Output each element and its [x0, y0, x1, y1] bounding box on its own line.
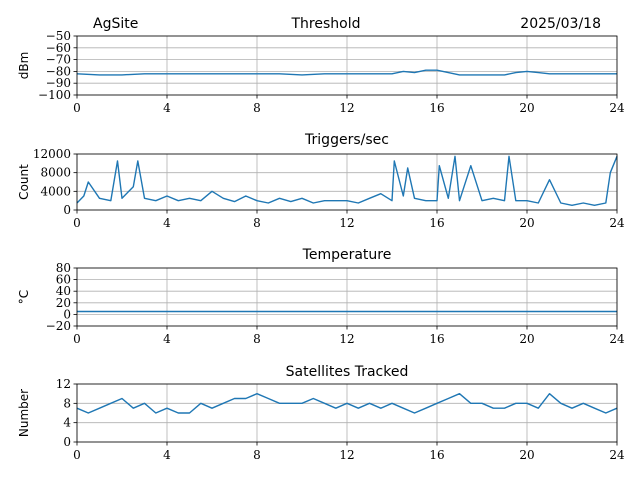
x-tick-label: 8 [253, 448, 261, 462]
y-tick-label: 12 [56, 377, 71, 391]
y-tick-label: 4 [63, 416, 71, 430]
x-tick-label: 12 [339, 101, 354, 115]
site-label: AgSite [93, 16, 138, 32]
y-axis-label: Number [17, 389, 31, 437]
x-tick-label: 0 [73, 448, 81, 462]
y-tick-label: −90 [46, 76, 71, 90]
x-tick-label: 4 [163, 332, 171, 346]
x-tick-label: 24 [609, 216, 625, 230]
y-tick-label: 40 [56, 284, 71, 298]
x-tick-label: 16 [429, 101, 444, 115]
chart-panel-2: 0 4 8 12 16 20 24 0 4000 8000 12000 Triggers/sec Cou… [17, 132, 625, 230]
panel-title: Satellites Tracked [286, 364, 409, 380]
y-tick-label: 0 [63, 203, 71, 217]
chart-panel-4: 0 4 8 12 16 20 24 0 4 8 12 Satellites Tracked Number [17, 364, 625, 462]
y-tick-label: −60 [46, 41, 71, 55]
panel-title: Temperature [302, 247, 392, 263]
panel-title: Triggers/sec [304, 132, 389, 148]
x-tick-label: 0 [73, 101, 81, 115]
y-tick-label: 80 [56, 261, 71, 275]
series-line-2-1 [76, 155, 618, 207]
x-tick-label: 8 [253, 332, 261, 346]
x-tick-label: 16 [429, 216, 444, 230]
y-tick-label: −20 [46, 319, 71, 333]
series-line-1-1 [76, 69, 617, 76]
y-tick-label: 0 [63, 435, 71, 449]
x-tick-label: 20 [519, 332, 534, 346]
y-tick-label: −80 [46, 64, 71, 78]
x-tick-label: 4 [163, 448, 171, 462]
y-axis-label: Count [17, 164, 31, 200]
x-tick-label: 8 [253, 216, 261, 230]
y-axis-label: °C [17, 290, 31, 304]
x-tick-label: 24 [609, 332, 625, 346]
series-line-4-1 [76, 393, 618, 414]
x-tick-label: 16 [429, 448, 444, 462]
y-tick-label: 60 [56, 273, 71, 287]
y-tick-label: 12000 [33, 147, 71, 161]
x-tick-label: 20 [519, 448, 534, 462]
x-tick-label: 20 [519, 216, 534, 230]
y-tick-label: 4000 [40, 184, 71, 198]
x-tick-label: 24 [609, 448, 625, 462]
panel-title-threshold: Threshold [291, 16, 361, 32]
x-tick-label: 4 [163, 216, 171, 230]
x-tick-label: 0 [73, 332, 81, 346]
y-tick-label: 0 [63, 307, 71, 321]
date-label: 2025/03/18 [520, 16, 601, 32]
chart-panel-1: 0 4 8 12 16 20 24 −100−90−80−70−60−50 dBm [17, 29, 625, 115]
x-tick-label: 12 [339, 332, 354, 346]
x-tick-label: 24 [609, 101, 625, 115]
x-tick-label: 20 [519, 101, 534, 115]
x-tick-label: 16 [429, 332, 444, 346]
y-tick-label: 20 [56, 296, 71, 310]
y-tick-label: 8000 [40, 166, 71, 180]
x-tick-label: 4 [163, 101, 171, 115]
y-tick-label: −50 [46, 29, 71, 43]
y-tick-label: 8 [63, 396, 71, 410]
x-tick-label: 12 [339, 448, 354, 462]
x-tick-label: 8 [253, 101, 261, 115]
x-tick-label: 0 [73, 216, 81, 230]
y-axis-label: dBm [17, 52, 31, 80]
x-tick-label: 12 [339, 216, 354, 230]
y-tick-label: −70 [46, 53, 71, 67]
y-tick-label: −100 [38, 88, 71, 102]
